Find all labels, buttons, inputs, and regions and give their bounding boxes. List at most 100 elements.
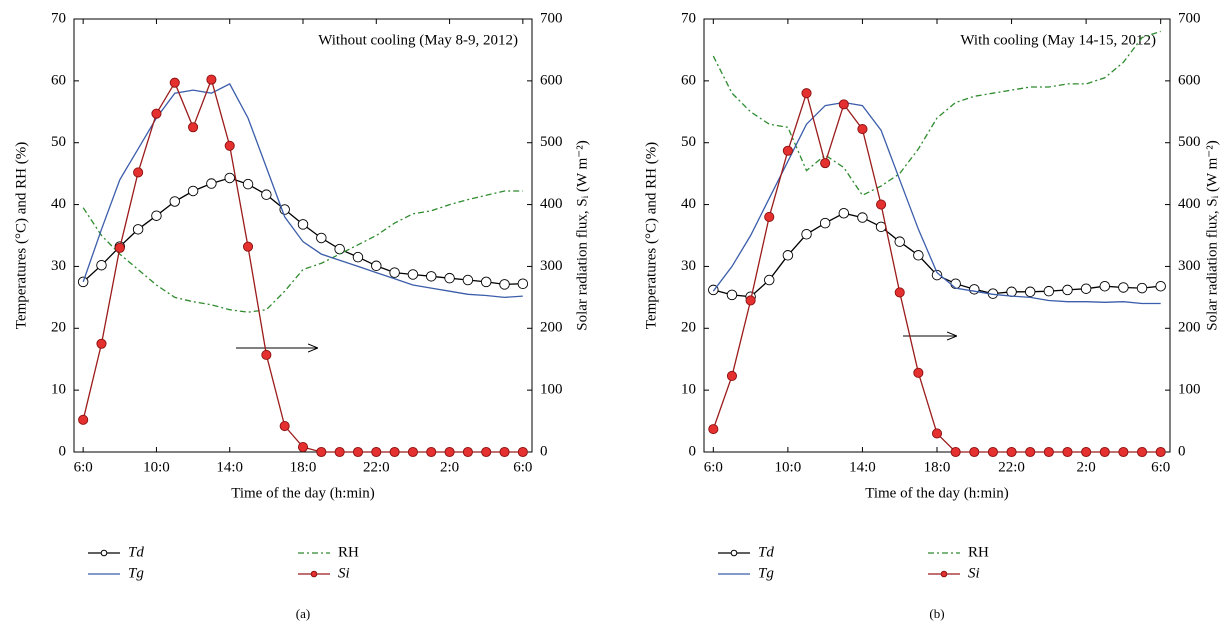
point xyxy=(371,446,382,458)
point xyxy=(801,229,812,240)
point xyxy=(242,241,254,252)
point xyxy=(224,140,235,151)
x-tick-label: 6:0 xyxy=(74,459,93,475)
y2-tick-label: 300 xyxy=(540,258,563,274)
point xyxy=(782,145,793,156)
x-tick-label: 22:0 xyxy=(363,459,390,475)
point xyxy=(838,99,849,110)
point xyxy=(444,272,455,284)
point xyxy=(931,428,943,439)
point xyxy=(969,284,980,295)
x-tick-label: 6:0 xyxy=(1151,459,1170,475)
point xyxy=(894,287,905,298)
point xyxy=(206,74,217,85)
point xyxy=(857,212,868,223)
y2-tick-label: 400 xyxy=(1178,196,1201,212)
y-tick-label: 10 xyxy=(681,382,696,398)
series-line xyxy=(82,177,523,286)
point xyxy=(389,446,400,458)
legend-label: Td xyxy=(128,544,144,560)
point xyxy=(1155,446,1166,458)
x-tick-label: 2:0 xyxy=(1077,459,1096,475)
y2-tick-label: 700 xyxy=(1178,10,1201,26)
y-tick-label: 70 xyxy=(51,10,66,26)
y-tick-label: 60 xyxy=(51,72,66,88)
y2-axis-label: Solar radiation flux, Sᵢ (W m⁻²) xyxy=(1204,140,1220,330)
point xyxy=(132,224,144,235)
point xyxy=(96,338,107,349)
point xyxy=(1081,446,1092,458)
point xyxy=(371,260,382,272)
x-tick-label: 10:0 xyxy=(143,459,170,475)
point xyxy=(352,251,364,263)
point xyxy=(481,446,492,458)
y2-tick-label: 200 xyxy=(1178,320,1201,336)
point xyxy=(950,446,961,458)
y2-tick-label: 700 xyxy=(540,10,563,26)
point xyxy=(224,172,235,184)
point xyxy=(334,243,345,255)
legend-marker xyxy=(100,549,108,557)
point xyxy=(1024,286,1036,298)
caption: (a) xyxy=(296,606,310,621)
point xyxy=(517,278,529,289)
x-tick-label: 6:0 xyxy=(704,459,723,475)
y-tick-label: 60 xyxy=(681,72,696,88)
legend-marker xyxy=(940,570,948,578)
point xyxy=(151,210,162,221)
point xyxy=(261,349,272,360)
point xyxy=(726,370,738,381)
x-tick-label: 14:0 xyxy=(849,459,876,475)
point xyxy=(1080,283,1092,294)
point xyxy=(462,446,473,458)
point xyxy=(352,446,364,458)
point xyxy=(1099,446,1110,458)
annotation: With cooling (May 14-15, 2012) xyxy=(960,32,1156,48)
point xyxy=(480,276,492,288)
point xyxy=(1099,280,1111,292)
point xyxy=(151,108,162,119)
legend-marker xyxy=(730,549,738,557)
point xyxy=(1043,446,1054,458)
y-tick-label: 20 xyxy=(681,320,696,336)
y2-tick-label: 600 xyxy=(540,72,563,88)
point xyxy=(206,178,217,189)
y2-tick-label: 100 xyxy=(540,382,563,398)
point xyxy=(857,124,868,135)
point xyxy=(444,446,455,458)
y-tick-label: 50 xyxy=(681,134,696,150)
y-tick-label: 30 xyxy=(51,258,66,274)
point xyxy=(169,77,180,88)
point xyxy=(782,250,794,261)
series-line xyxy=(82,190,523,313)
x-tick-label: 10:0 xyxy=(775,459,802,475)
y-tick-label: 40 xyxy=(681,196,696,212)
y2-axis-label: Solar radiation flux, Sᵢ (W m⁻²) xyxy=(574,140,590,330)
legend-label: Td xyxy=(758,544,774,560)
point xyxy=(931,269,943,281)
y2-tick-label: 100 xyxy=(1178,382,1201,398)
point xyxy=(1118,282,1129,293)
point xyxy=(169,196,181,207)
point xyxy=(499,446,510,458)
y-tick-label: 30 xyxy=(681,258,696,274)
point xyxy=(819,217,831,229)
point xyxy=(462,274,474,286)
point xyxy=(1118,446,1129,458)
y2-tick-label: 0 xyxy=(1178,443,1186,459)
y-tick-label: 70 xyxy=(681,10,696,26)
point xyxy=(763,274,775,286)
y2-tick-label: 200 xyxy=(540,320,563,336)
point xyxy=(187,185,199,197)
x-axis-label: Time of the day (h:min) xyxy=(231,485,375,501)
y-tick-label: 40 xyxy=(51,196,66,212)
point xyxy=(242,178,254,190)
point xyxy=(133,167,144,178)
x-tick-label: 14:0 xyxy=(216,459,243,475)
point xyxy=(969,446,980,458)
x-tick-label: 18:0 xyxy=(924,459,951,475)
point xyxy=(334,446,345,458)
point xyxy=(913,250,924,261)
series-line xyxy=(82,77,523,453)
point xyxy=(1136,446,1148,458)
